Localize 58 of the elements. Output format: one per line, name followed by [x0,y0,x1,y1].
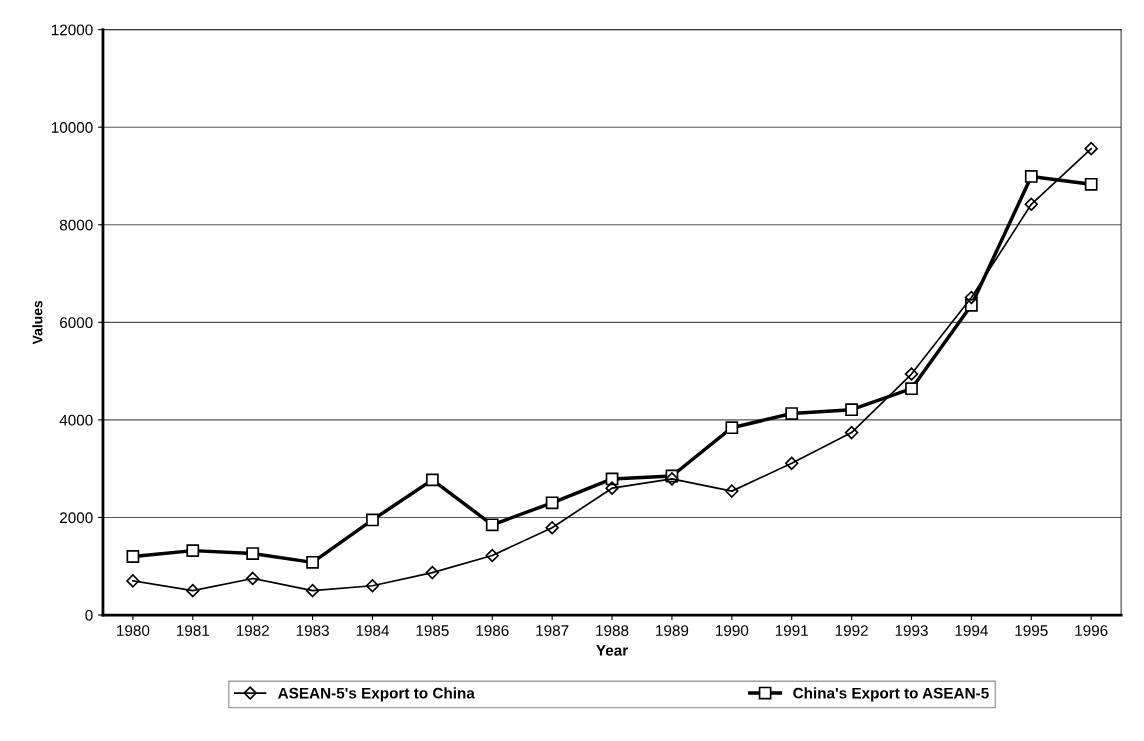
y-tick-label: 12000 [51,24,93,36]
y-tick-label: 10000 [51,122,93,133]
x-tick-label: 1986 [476,625,509,636]
y-axis-title: Values [32,300,43,345]
x-tick-label: 1985 [416,625,449,636]
point [1084,177,1098,191]
y-tick-label: 4000 [59,414,93,426]
point [844,425,859,440]
y-tick-label: 0 [85,609,93,621]
y-tick-label: 2000 [60,512,93,524]
point [605,481,619,495]
point [905,382,918,396]
point [725,421,739,435]
x-tick-label: 1981 [176,625,210,636]
x-tick-label: 1983 [296,625,329,636]
point [126,550,140,563]
x-tick-label: 1991 [775,625,808,636]
point [485,518,499,532]
point [186,544,200,558]
x-tick-label: 1996 [1075,625,1108,636]
point [784,456,799,471]
point [305,583,320,598]
point [365,579,380,593]
y-tick-label: 6000 [60,317,93,329]
x-tick-label: 1994 [955,625,988,636]
point [306,555,319,569]
x-tick-label: 1990 [716,625,749,636]
point [186,583,200,598]
point [545,496,559,510]
point [485,548,499,563]
legend-label: ASEAN-5's Export to China [278,687,475,702]
x-tick-label: 1980 [117,625,150,636]
point [964,290,979,305]
point [1024,170,1038,183]
y-tick-label: 8000 [59,219,93,231]
point [904,367,919,381]
point [366,513,379,527]
x-axis-title: Year [596,645,628,656]
point [845,403,858,417]
point [545,520,559,535]
x-tick-label: 1987 [536,625,569,636]
point [126,574,140,588]
x-tick-label: 1992 [835,625,868,636]
point [1024,197,1039,212]
point [785,407,799,420]
x-tick-label: 1982 [236,625,269,636]
x-tick-label: 1993 [895,625,928,636]
legend-label: China's Export to ASEAN-5 [793,687,989,702]
point [245,571,260,586]
x-tick-label: 1989 [656,625,689,636]
point [246,547,260,560]
point [425,473,439,487]
x-tick-label: 1995 [1015,625,1048,636]
point [425,565,440,580]
x-tick-label: 1988 [596,625,629,636]
point [725,484,739,498]
x-tick-label: 1984 [356,625,390,636]
point [1084,141,1098,156]
